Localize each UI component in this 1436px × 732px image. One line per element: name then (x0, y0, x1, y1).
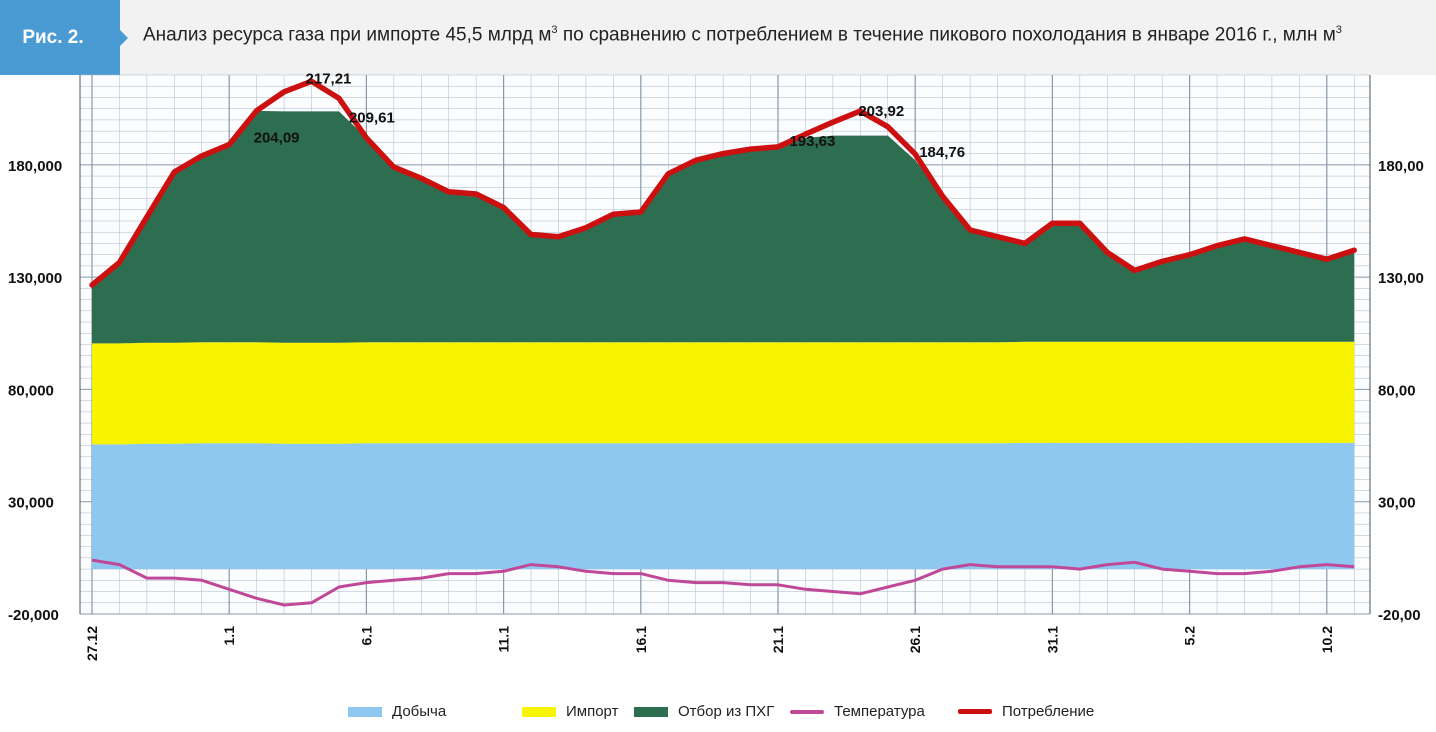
legend-item-temperature: Температура (790, 703, 925, 720)
badge-arrow-icon (120, 30, 128, 46)
x-tick-label: 31.1 (1044, 626, 1060, 653)
data-label: 217,21 (306, 70, 352, 87)
x-tick-label: 5.2 (1182, 626, 1198, 646)
x-tick-label: 26.1 (907, 626, 923, 653)
legend-item-import: Импорт (522, 703, 618, 720)
legend-item-phg: Отбор из ПХГ (634, 703, 774, 720)
x-tick-label: 21.1 (770, 626, 786, 653)
legend-label-phg: Отбор из ПХГ (678, 703, 775, 720)
legend-label-dobycha: Добыча (392, 703, 447, 720)
x-tick-label: 16.1 (633, 626, 649, 653)
y-tick-label-right: 30,00 (1378, 495, 1416, 512)
data-label: 204,09 (254, 130, 300, 147)
title-rest: по сравнению с потреблением в течение пи… (557, 24, 1336, 46)
y-tick-label-left: 80,000 (8, 382, 54, 399)
y-tick-label-right: 130,00 (1378, 270, 1424, 287)
legend: Добыча Импорт Отбор из ПХГ Температура П… (0, 703, 1436, 725)
chart-title: Анализ ресурса газа при импорте 45,5 млр… (143, 24, 1342, 46)
x-tick-label: 11.1 (496, 626, 512, 653)
y-tick-label-right: 180,00 (1378, 158, 1424, 175)
legend-swatch-phg (634, 706, 668, 717)
figure-number: Рис. 2. (22, 26, 84, 48)
area-phg (92, 110, 1355, 344)
y-tick-label-left: 130,000 (8, 270, 62, 287)
area-dobycha (92, 442, 1355, 570)
legend-swatch-import (522, 706, 556, 717)
x-tick-label: 27.12 (84, 626, 100, 661)
x-tick-label: 10.2 (1319, 626, 1335, 653)
area-import (92, 341, 1355, 445)
line-temperature (91, 558, 1355, 607)
legend-label-consumption: Потребление (1002, 703, 1095, 720)
y-tick-label-right: -20,00 (1378, 607, 1421, 624)
data-label: 193,63 (789, 133, 835, 150)
data-label: 209,61 (349, 109, 395, 126)
data-label: 203,92 (858, 103, 904, 120)
title-main: Анализ ресурса газа при импорте 45,5 млр… (143, 24, 552, 46)
figure-badge: Рис. 2. (0, 0, 120, 75)
title-sup2: 3 (1335, 24, 1342, 36)
y-tick-label-right: 80,00 (1378, 382, 1416, 399)
y-tick-label-left: 180,000 (8, 158, 62, 175)
y-tick-label-left: 30,000 (8, 495, 54, 512)
title-sup1: 3 (551, 24, 558, 36)
y-tick-label-left: -20,000 (8, 607, 59, 624)
x-tick-label: 1.1 (221, 626, 237, 646)
legend-line-temperature (790, 709, 824, 714)
header-bar (0, 0, 1436, 75)
data-label: 184,76 (919, 144, 965, 161)
line-consumption (89, 78, 1357, 288)
legend-line-consumption (958, 709, 992, 714)
legend-item-dobycha: Добыча (348, 703, 446, 720)
legend-item-consumption: Потребление (958, 703, 1094, 720)
legend-swatch-dobycha (348, 706, 382, 717)
legend-label-import: Импорт (566, 703, 619, 720)
legend-label-temperature: Температура (834, 703, 925, 720)
x-tick-label: 6.1 (358, 626, 374, 646)
